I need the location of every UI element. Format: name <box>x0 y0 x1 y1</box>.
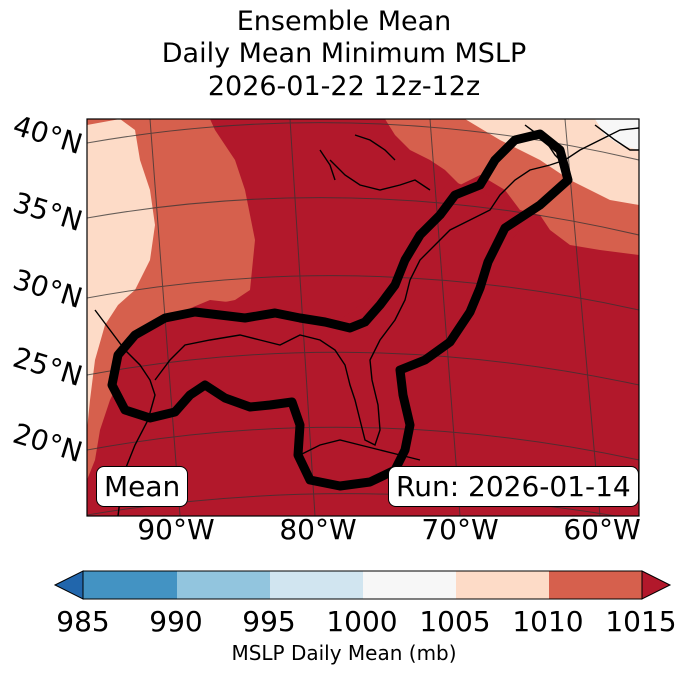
pressure-contour-1015 <box>107 129 573 491</box>
title-line-3: 2026-01-22 12z-12z <box>207 71 481 102</box>
colorbar-label: MSLP Daily Mean (mb) <box>231 641 457 665</box>
colorbar-segment-995-1000 <box>270 571 364 599</box>
colorbar-segment-1010-1015 <box>549 571 643 599</box>
lon-label-90w: 90°W <box>137 513 215 546</box>
colorbar-tick-995: 995 <box>242 605 296 638</box>
colorbar-segment-990-995 <box>177 571 271 599</box>
colorbar-segment-1000-1005 <box>363 571 457 599</box>
lon-label-80w: 80°W <box>279 513 357 546</box>
lon-label-60w: 60°W <box>563 513 641 546</box>
run-date-label-box: Run: 2026-01-14 <box>388 466 639 507</box>
colorbar-tick-1000: 1000 <box>326 605 398 638</box>
field-1005-1010-west <box>87 119 155 430</box>
colorbar-extend-high <box>641 570 672 600</box>
colorbar-frame <box>82 570 643 600</box>
colorbar <box>53 570 672 600</box>
colorbar-tick-1005: 1005 <box>419 605 491 638</box>
mean-label-box: Mean <box>96 466 189 507</box>
title-line-2: Daily Mean Minimum MSLP <box>161 38 527 69</box>
map-frame <box>86 118 640 517</box>
title-line-1: Ensemble Mean <box>236 6 452 37</box>
colorbar-tick-985: 985 <box>56 605 110 638</box>
colorbar-segment-1005-1010 <box>456 571 550 599</box>
field-above-1015-core <box>115 180 520 480</box>
colorbar-segment-985-990 <box>83 571 177 599</box>
colorbar-tick-990: 990 <box>149 605 203 638</box>
colorbar-tick-1015: 1015 <box>605 605 677 638</box>
field-1000-1005-corner <box>595 119 639 150</box>
colorbar-tick-1010: 1010 <box>512 605 584 638</box>
lon-label-70w: 70°W <box>421 513 499 546</box>
colorbar-extend-low <box>53 570 84 600</box>
